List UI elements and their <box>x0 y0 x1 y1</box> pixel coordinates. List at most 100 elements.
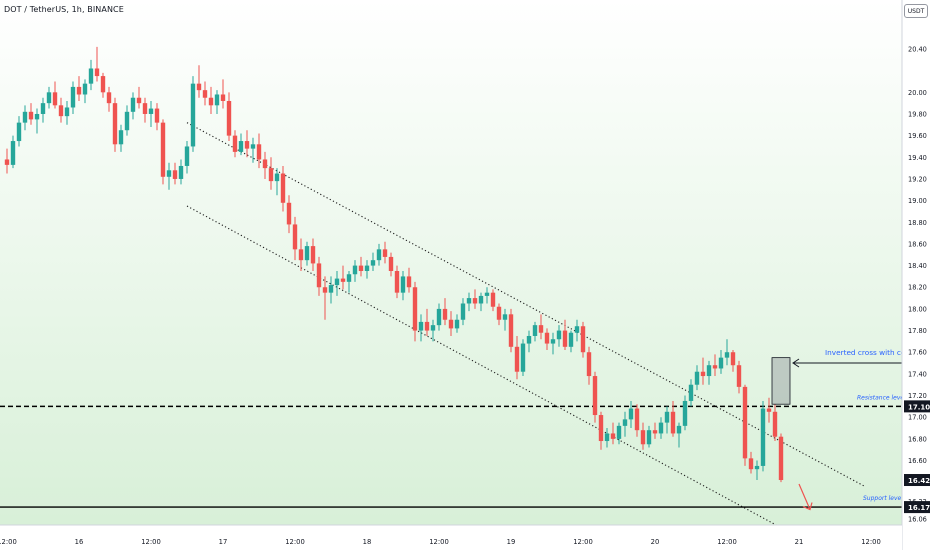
resistance-label: Resistance level <box>857 394 906 401</box>
price-label: 16.17 <box>908 504 930 512</box>
annotation-label: Inverted cross with confirmation <box>825 348 932 357</box>
candle-body <box>766 408 772 412</box>
candle-body <box>592 376 598 416</box>
plot-background <box>0 0 902 550</box>
price-tick-label: 17.60 <box>908 349 927 357</box>
candle-body <box>346 274 352 282</box>
price-label: 17.10 <box>908 403 930 411</box>
time-tick-label: 16 <box>75 538 84 546</box>
candle-body <box>184 146 190 166</box>
candle-body <box>748 458 754 470</box>
candle-body <box>646 430 652 445</box>
candle-body <box>76 86 82 95</box>
price-tick-label: 17.80 <box>908 327 927 335</box>
candle-body <box>142 103 148 114</box>
candle-body <box>718 357 724 369</box>
time-tick-label: 19 <box>507 538 516 546</box>
time-tick-label: 12:00 <box>573 538 593 546</box>
candle-body <box>262 159 268 169</box>
drawing-lines <box>0 122 902 532</box>
candle-body <box>190 83 196 147</box>
price-tick-label: 20.40 <box>908 46 927 54</box>
candle-body <box>460 303 466 320</box>
price-tick-label: 16.60 <box>908 457 927 465</box>
candle-body <box>508 314 514 347</box>
time-tick-label: 12:00 <box>429 538 449 546</box>
candle-body <box>70 86 76 108</box>
price-tick-label: 19.20 <box>908 175 927 183</box>
annotation-arrowhead <box>792 358 800 368</box>
candle-body <box>436 308 442 326</box>
candle-body <box>688 384 694 401</box>
candle-body <box>388 256 394 272</box>
price-label: 16.42 <box>908 477 930 485</box>
price-tick-label: 17.40 <box>908 370 927 378</box>
candle-body <box>640 430 646 445</box>
candle-body <box>772 411 778 437</box>
time-tick-label: 18 <box>363 538 372 546</box>
candle-body <box>196 83 202 91</box>
candle-body <box>520 343 526 372</box>
time-axis[interactable]: 12:00 16 12:00 17 12:00 18 12:00 19 12:00 20 12:00… <box>0 524 932 550</box>
candle-body <box>472 298 478 304</box>
candle-body <box>322 287 328 293</box>
candle-body <box>16 122 22 142</box>
candle-body <box>514 346 520 372</box>
time-axis-bg <box>0 525 902 550</box>
candle-body <box>442 308 448 320</box>
candle-body <box>34 113 40 120</box>
candle-body <box>682 400 688 426</box>
candle-body <box>130 97 136 112</box>
price-axis[interactable]: 20.40 20.00 19.80 19.60 19.40 19.20 19.00 18.80… <box>901 0 932 550</box>
candle-body <box>202 90 208 98</box>
price-tick-label: 19.00 <box>908 197 927 205</box>
candle-body <box>208 97 214 106</box>
candle-body <box>256 144 262 160</box>
candle-body <box>556 330 562 340</box>
candle-body <box>304 246 310 261</box>
candle-body <box>238 141 244 152</box>
candle-body <box>574 326 580 333</box>
candle-body <box>652 430 658 434</box>
candle-body <box>418 321 424 331</box>
candle-body <box>118 130 124 145</box>
candle-body <box>178 165 184 179</box>
time-tick-label: 12:00 <box>717 538 737 546</box>
candle-body <box>496 306 502 320</box>
candle-body <box>706 365 712 377</box>
candle-body <box>52 92 58 106</box>
candle-body <box>694 371 700 385</box>
candle-body <box>280 173 286 203</box>
price-tick-label: 20.00 <box>908 89 927 97</box>
candle-body <box>616 425 622 439</box>
candle-body <box>4 159 10 165</box>
candle-body <box>160 122 166 177</box>
candle-body <box>664 411 670 423</box>
candle-body <box>112 103 118 145</box>
candle-body <box>58 105 64 117</box>
candle-body <box>412 287 418 331</box>
currency-badge[interactable]: USDT <box>904 4 928 18</box>
price-tick-label: 16.80 <box>908 435 927 443</box>
candle-body <box>352 265 358 275</box>
candle-body <box>316 263 322 288</box>
price-label-bg <box>904 474 930 487</box>
price-tick-label: 16.06 <box>908 516 927 524</box>
candle-body <box>28 111 34 120</box>
candle-body <box>634 408 640 431</box>
candle-body <box>598 415 604 442</box>
price-axis-bg <box>902 0 932 550</box>
candle-body <box>676 425 682 434</box>
candle-body <box>568 332 574 347</box>
candle-body <box>274 173 280 182</box>
candle-body <box>376 249 382 261</box>
candle-body <box>604 433 610 442</box>
highlight-box <box>771 357 791 405</box>
symbol-title[interactable]: DOT / TetherUS, 1h, BINANCE <box>4 5 124 14</box>
price-tick-label: 18.80 <box>908 219 927 227</box>
candle-body <box>478 295 484 304</box>
candle-body <box>544 332 550 344</box>
candle-body <box>454 319 460 329</box>
